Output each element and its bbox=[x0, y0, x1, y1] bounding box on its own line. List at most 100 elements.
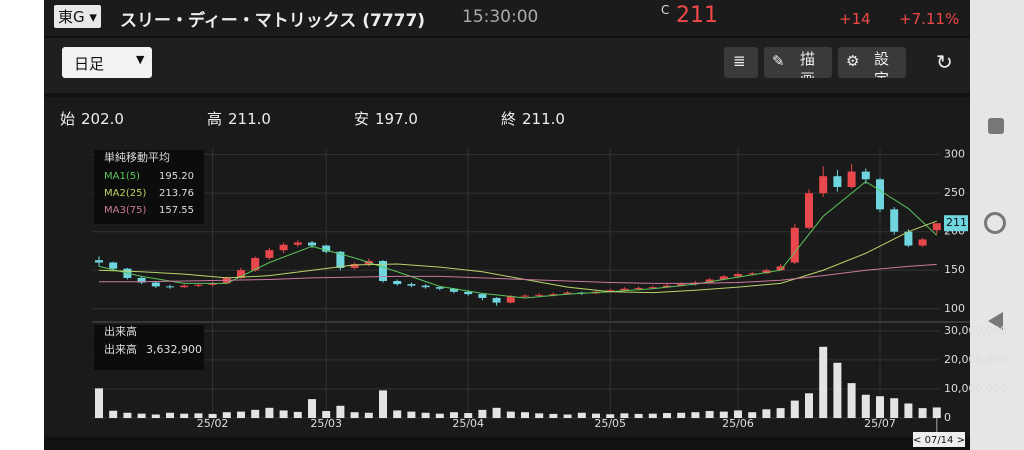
ohlc-value: 211.0 bbox=[522, 110, 565, 128]
volume-bar bbox=[251, 409, 260, 418]
volume-bar bbox=[137, 413, 146, 418]
volume-bar bbox=[407, 411, 416, 418]
candle-body bbox=[322, 245, 331, 252]
volume-bar bbox=[790, 400, 799, 418]
candle-body bbox=[705, 279, 714, 283]
candle-body bbox=[790, 227, 799, 263]
volume-bar bbox=[265, 407, 274, 418]
cursor-box bbox=[913, 432, 965, 447]
candle-body bbox=[194, 284, 203, 286]
candle-body bbox=[734, 274, 742, 277]
ohlc-label: 高 bbox=[207, 110, 223, 128]
y-tick-label: 0 bbox=[944, 411, 951, 424]
candle-body bbox=[407, 284, 416, 286]
candle-body bbox=[748, 273, 757, 275]
ohlc-item: 高 211.0 bbox=[207, 108, 271, 129]
candle-body bbox=[95, 260, 103, 263]
ma-line bbox=[98, 180, 938, 299]
candle-body bbox=[492, 297, 501, 303]
volume-bar bbox=[691, 412, 700, 418]
last-price-tag bbox=[944, 215, 968, 232]
volume-bar bbox=[123, 412, 132, 418]
recents-button[interactable] bbox=[988, 118, 1004, 134]
candle-body bbox=[180, 285, 189, 288]
y-tick-label: 10,000,000 bbox=[944, 382, 1007, 395]
market: 東G bbox=[58, 8, 85, 26]
volume-bar bbox=[109, 410, 118, 418]
candle-body bbox=[876, 179, 884, 210]
ohlc-label: 終 bbox=[501, 110, 517, 128]
candle-body bbox=[861, 171, 870, 180]
back-button[interactable] bbox=[988, 312, 1003, 330]
candle-body bbox=[237, 270, 245, 278]
volume-bar bbox=[847, 383, 856, 418]
volume-bar bbox=[322, 411, 331, 418]
ohlc-label: 安 bbox=[354, 110, 370, 128]
volume-bar bbox=[663, 413, 671, 418]
y-tick-label: 150 bbox=[944, 263, 965, 276]
indicator-button[interactable]: ≣ bbox=[724, 47, 758, 78]
volume-bar bbox=[393, 410, 402, 418]
ohlc-item: 安 197.0 bbox=[354, 108, 418, 129]
volume-bar bbox=[805, 393, 813, 418]
draw-button[interactable]: ✎描画 bbox=[764, 47, 832, 78]
candle-body bbox=[464, 291, 473, 295]
x-tick-label: 25/03 bbox=[310, 417, 342, 430]
header-bar bbox=[44, 0, 970, 36]
candle-body bbox=[762, 270, 771, 274]
legend-title: 単純移動平均 bbox=[104, 150, 170, 164]
ohlc-label: 始 bbox=[60, 110, 76, 128]
period-select[interactable]: 日足 ▼ bbox=[62, 47, 152, 78]
volume-bar bbox=[364, 412, 373, 418]
refresh-button[interactable]: ↻ bbox=[936, 50, 953, 74]
ohlc-value: 211.0 bbox=[228, 110, 271, 128]
candle-body bbox=[109, 262, 118, 269]
volume-bar bbox=[194, 413, 203, 418]
volume-bar bbox=[506, 411, 515, 418]
volume-bar bbox=[606, 414, 615, 418]
y-tick-label: 300 bbox=[944, 148, 965, 161]
volume-bar bbox=[237, 411, 245, 418]
volume-bar bbox=[450, 412, 458, 418]
candle-body bbox=[478, 294, 487, 298]
candle-body bbox=[251, 257, 260, 271]
legend-box bbox=[94, 150, 204, 224]
stock-name: スリー・ディー・マトリックス (7777) bbox=[120, 11, 426, 31]
time: 15:30:00 bbox=[462, 7, 539, 27]
volume-bar bbox=[535, 413, 544, 418]
volume-bar bbox=[648, 413, 657, 418]
ohlc-item: 終 211.0 bbox=[501, 108, 565, 129]
market-select[interactable]: 東G ▾ bbox=[54, 5, 101, 28]
volume-bar bbox=[464, 413, 473, 418]
legend-title: 出来高 bbox=[104, 324, 137, 338]
volume-bar bbox=[748, 412, 757, 418]
y-tick-label: 20,000,000 bbox=[944, 353, 1007, 366]
candle-body bbox=[634, 287, 643, 289]
settings-button[interactable]: ⚙設定 bbox=[838, 47, 906, 78]
candle-body bbox=[208, 283, 217, 285]
change: +14 bbox=[839, 10, 871, 28]
candle-body bbox=[265, 250, 274, 258]
ohlc-value: 202.0 bbox=[81, 110, 124, 128]
candle-body bbox=[648, 287, 657, 289]
volume-bar bbox=[180, 413, 189, 418]
candle-body bbox=[393, 281, 402, 285]
candle-body bbox=[435, 287, 444, 289]
volume-bar bbox=[762, 409, 771, 418]
legend-name: MA2(25) bbox=[104, 188, 146, 199]
volume-bar bbox=[577, 412, 586, 418]
candle-body bbox=[805, 193, 813, 228]
candle-body bbox=[506, 296, 515, 303]
ohlc-value: 197.0 bbox=[375, 110, 418, 128]
candle-body bbox=[833, 176, 842, 187]
volume-bar bbox=[492, 407, 501, 418]
x-tick-label: 25/04 bbox=[452, 417, 484, 430]
volume-bar bbox=[677, 412, 686, 418]
candle-body bbox=[719, 276, 728, 280]
home-button[interactable] bbox=[984, 212, 1006, 234]
volume-bar bbox=[620, 413, 629, 418]
volume-bar bbox=[876, 396, 884, 418]
volume-bar bbox=[151, 414, 160, 418]
